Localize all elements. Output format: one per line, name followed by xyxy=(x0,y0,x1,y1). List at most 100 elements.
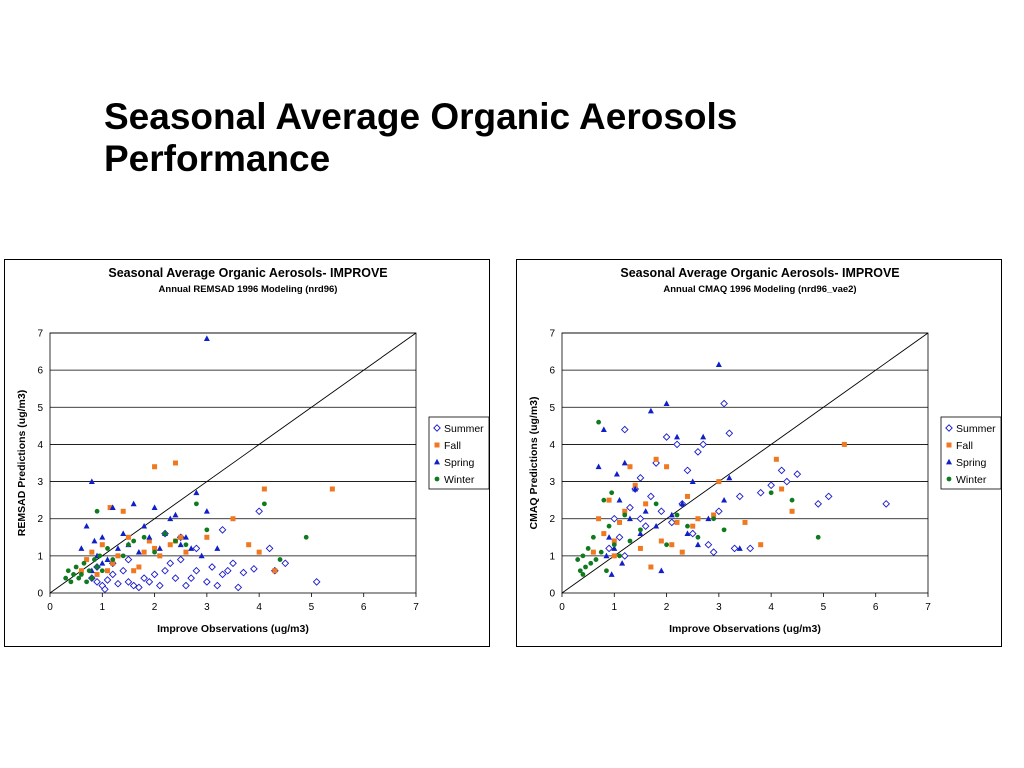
spring-point xyxy=(83,522,90,529)
spring-point xyxy=(736,545,743,551)
summer-point xyxy=(688,529,697,538)
fall-point xyxy=(653,456,659,462)
fall-point xyxy=(789,508,795,514)
winter-point xyxy=(303,534,309,540)
chart-title: Seasonal Average Organic Aerosols- IMPRO… xyxy=(620,266,899,280)
legend-label-spring: Spring xyxy=(956,457,987,469)
winter-point xyxy=(94,564,100,570)
remsad-scatter-chart: Seasonal Average Organic Aerosols- IMPRO… xyxy=(4,259,490,647)
chart-canvas: Seasonal Average Organic Aerosols- IMPRO… xyxy=(16,266,490,635)
winter-point xyxy=(86,568,92,574)
chart-subtitle: Annual CMAQ 1996 Modeling (nrd96_vae2) xyxy=(663,284,856,295)
summer-point xyxy=(129,581,138,590)
spring-point xyxy=(619,560,626,566)
spring-point xyxy=(616,496,623,503)
fall-point xyxy=(590,549,596,555)
spring-point xyxy=(705,515,712,522)
fall-point xyxy=(152,464,158,470)
summer-point xyxy=(782,477,791,486)
spring-point xyxy=(78,545,85,551)
spring-point xyxy=(167,515,174,522)
fall-point xyxy=(622,508,628,514)
spring-point xyxy=(203,508,210,514)
y-tick-label: 7 xyxy=(549,329,555,340)
summer-point xyxy=(667,518,676,527)
spring-point xyxy=(198,552,205,559)
fall-point xyxy=(272,568,278,574)
spring-point xyxy=(647,407,654,414)
winter-point xyxy=(126,542,131,548)
y-tick-label: 4 xyxy=(37,440,43,451)
y-tick-label: 2 xyxy=(549,514,555,525)
spring-point xyxy=(120,530,127,536)
summer-point xyxy=(720,399,728,408)
winter-point xyxy=(131,538,137,544)
summer-point xyxy=(620,425,629,434)
fall-point xyxy=(115,553,121,559)
x-axis-label: Improve Observations (ug/m3) xyxy=(669,623,821,635)
one-to-one-line xyxy=(561,332,929,594)
winter-point xyxy=(622,512,628,518)
winter-point xyxy=(194,501,199,507)
y-tick-label: 5 xyxy=(549,403,555,414)
winter-point xyxy=(606,523,612,529)
summer-point xyxy=(114,579,122,588)
summer-point xyxy=(213,581,222,590)
chart-subtitle: Annual REMSAD 1996 Modeling (nrd96) xyxy=(159,284,338,295)
fall-legend-marker xyxy=(434,442,440,448)
fall-point xyxy=(643,501,649,507)
x-tick-label: 4 xyxy=(768,602,774,613)
winter-point xyxy=(78,572,84,577)
summer-point xyxy=(255,507,263,516)
fall-point xyxy=(611,553,617,559)
winter-point xyxy=(152,549,157,555)
spring-point xyxy=(203,335,210,341)
fall-point xyxy=(711,512,717,518)
summer-point xyxy=(657,507,666,516)
data-points xyxy=(63,335,335,594)
spring-point xyxy=(689,478,696,484)
summer-point xyxy=(101,585,109,594)
summer-point xyxy=(662,433,671,441)
summer-point xyxy=(218,570,227,579)
summer-point xyxy=(725,429,734,438)
winter-point xyxy=(580,572,586,577)
x-tick-label: 5 xyxy=(821,602,827,613)
x-tick-label: 3 xyxy=(716,602,722,613)
summer-point xyxy=(756,488,765,497)
fall-point xyxy=(617,519,623,525)
winter-point xyxy=(277,557,283,562)
legend: Summer Fall Spring Winter xyxy=(940,416,1002,490)
winter-point xyxy=(162,531,168,536)
fall-point xyxy=(637,545,643,551)
spring-point xyxy=(653,522,660,529)
summer-point xyxy=(673,440,681,449)
winter-point xyxy=(92,557,97,562)
slide-title-line2: Performance xyxy=(104,138,331,179)
fall-point xyxy=(596,516,602,522)
summer-point xyxy=(176,555,185,564)
fall-point xyxy=(110,560,116,566)
summer-point xyxy=(626,503,634,512)
winter-point xyxy=(89,575,95,581)
y-axis-label: REMSAD Predictions (ug/m3) xyxy=(16,390,28,536)
y-tick-label: 1 xyxy=(37,551,43,562)
fall-point xyxy=(94,571,100,577)
spring-point xyxy=(700,433,707,440)
winter-point xyxy=(601,497,607,503)
winter-point xyxy=(609,490,615,496)
winter-point xyxy=(76,575,82,581)
fall-point xyxy=(99,542,105,548)
spring-point xyxy=(88,478,95,484)
y-tick-label: 4 xyxy=(549,440,555,451)
fall-point xyxy=(779,486,785,492)
spring-point xyxy=(91,537,98,544)
summer-point xyxy=(777,466,786,475)
summer-point xyxy=(704,540,713,549)
fall-point xyxy=(773,456,779,462)
x-tick-label: 7 xyxy=(925,602,931,613)
fall-point xyxy=(256,549,262,555)
winter-point xyxy=(585,546,591,551)
winter-point xyxy=(604,568,609,574)
summer-point xyxy=(605,544,613,553)
